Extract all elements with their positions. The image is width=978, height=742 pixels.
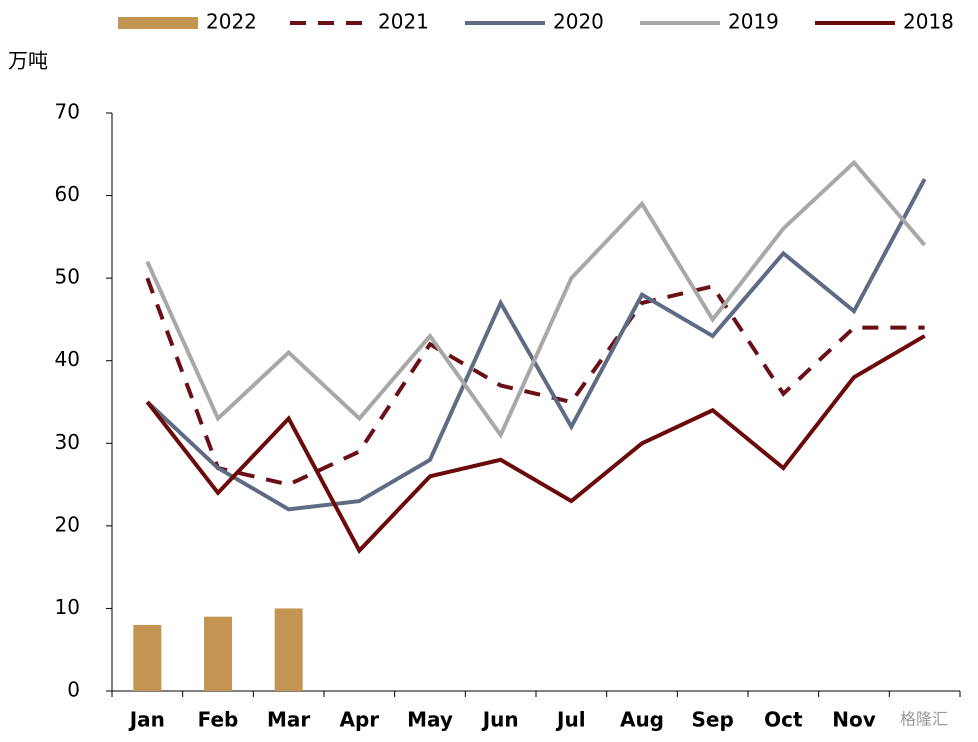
y-tick-label: 40 [55,347,80,371]
line [145,277,925,487]
x-tick-label: Jul [555,708,586,732]
bar [133,624,162,691]
y-tick-label: 60 [55,182,80,206]
x-tick-label: Apr [339,708,379,732]
y-tick-label: 10 [55,595,80,619]
x-tick-label: Nov [832,708,876,732]
legend-label: 2022 [206,10,257,34]
y-tick-label: 50 [55,265,80,289]
bar [274,608,303,691]
x-tick-label: Oct [764,708,803,732]
bar [204,616,232,691]
legend-label: 2019 [728,10,779,34]
legend-swatch [118,17,198,29]
y-tick-label: 0 [67,678,80,702]
y-axis-label: 万吨 [8,49,48,73]
x-tick-label: Aug [620,708,664,732]
line [145,159,927,440]
legend-label: 2021 [378,10,429,34]
y-tick-label: 20 [55,512,80,536]
watermark: 格隆汇 [900,710,948,729]
x-tick-label: Mar [267,708,310,732]
y-tick-label: 70 [55,100,80,124]
line [145,334,926,555]
x-tick-label: Jun [481,708,519,732]
line [145,178,927,512]
legend-label: 2018 [903,10,954,34]
y-tick-label: 30 [55,430,80,454]
x-tick-label: May [407,708,453,732]
x-tick-label: Feb [198,708,239,732]
x-tick-label: Sep [692,708,734,732]
legend-label: 2020 [553,10,604,34]
x-tick-label: Jan [128,708,165,732]
